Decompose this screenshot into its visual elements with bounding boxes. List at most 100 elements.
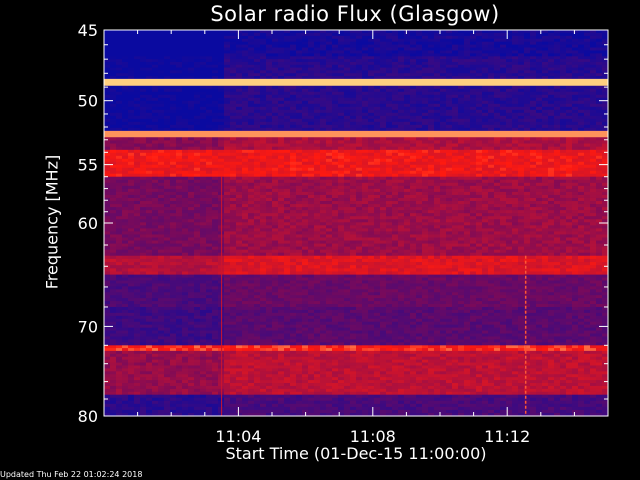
heatmap-cell bbox=[602, 70, 608, 74]
heatmap-cell bbox=[134, 88, 140, 93]
heatmap-cell bbox=[302, 100, 308, 105]
heatmap-cell bbox=[410, 85, 416, 90]
heatmap-cell bbox=[440, 67, 446, 72]
heatmap-cell bbox=[116, 64, 122, 69]
heatmap-cell bbox=[260, 121, 266, 126]
heatmap-cell bbox=[398, 97, 404, 102]
heatmap-cell bbox=[566, 78, 572, 83]
heatmap-cell bbox=[560, 53, 566, 57]
heatmap-cell bbox=[602, 97, 608, 102]
heatmap-cell bbox=[188, 130, 194, 135]
heatmap-cell bbox=[116, 94, 122, 99]
heatmap-cell bbox=[122, 100, 128, 105]
heatmap-cell bbox=[236, 47, 242, 52]
heatmap-cell bbox=[572, 32, 578, 37]
heatmap-cell bbox=[392, 130, 398, 135]
heatmap-cell bbox=[374, 103, 380, 108]
heatmap-cell bbox=[116, 127, 122, 132]
heatmap-cell bbox=[128, 121, 134, 126]
heatmap-cell bbox=[596, 56, 602, 60]
heatmap-cell bbox=[596, 130, 602, 135]
heatmap-cell bbox=[338, 91, 344, 96]
heatmap-cell bbox=[380, 106, 386, 111]
heatmap-cell bbox=[368, 41, 374, 46]
heatmap-cell bbox=[398, 47, 404, 52]
heatmap-cell bbox=[512, 103, 518, 108]
heatmap-cell bbox=[350, 97, 356, 102]
heatmap-cell bbox=[146, 64, 152, 69]
heatmap-cell bbox=[152, 88, 158, 93]
heatmap-cell bbox=[326, 73, 332, 77]
heatmap-cell bbox=[320, 94, 326, 99]
heatmap-cell bbox=[398, 67, 404, 72]
heatmap-cell bbox=[494, 124, 500, 129]
heatmap-cell bbox=[566, 59, 572, 63]
heatmap-cell bbox=[158, 82, 164, 87]
heatmap-cell bbox=[182, 35, 188, 40]
heatmap-cell bbox=[428, 106, 434, 111]
heatmap-cell bbox=[578, 76, 584, 80]
heatmap-cell bbox=[158, 97, 164, 102]
heatmap-cell bbox=[170, 53, 176, 57]
heatmap-cell bbox=[578, 47, 584, 52]
heatmap-cell bbox=[590, 73, 596, 77]
heatmap-cell bbox=[380, 67, 386, 72]
heatmap-cell bbox=[584, 130, 590, 135]
heatmap-cell bbox=[596, 70, 602, 74]
heatmap-cell bbox=[590, 115, 596, 120]
heatmap-cell bbox=[224, 47, 230, 52]
heatmap-cell bbox=[320, 118, 326, 123]
heatmap-cell bbox=[284, 97, 290, 102]
heatmap-cell bbox=[368, 97, 374, 102]
heatmap-cell bbox=[560, 82, 566, 87]
heatmap-cell bbox=[536, 85, 542, 90]
heatmap-cell bbox=[218, 106, 224, 111]
heatmap-cell bbox=[128, 67, 134, 72]
heatmap-cell bbox=[314, 70, 320, 74]
heatmap-cell bbox=[380, 115, 386, 120]
heatmap-cell bbox=[182, 82, 188, 87]
heatmap-cell bbox=[422, 100, 428, 105]
heatmap-cell bbox=[476, 82, 482, 87]
heatmap-cell bbox=[158, 32, 164, 37]
heatmap-cell bbox=[272, 64, 278, 69]
heatmap-cell bbox=[416, 127, 422, 132]
heatmap-cell bbox=[494, 64, 500, 69]
heatmap-cell bbox=[272, 94, 278, 99]
heatmap-cell bbox=[200, 59, 206, 63]
heatmap-cell bbox=[326, 78, 332, 83]
heatmap-cell bbox=[410, 103, 416, 108]
heatmap-cell bbox=[188, 35, 194, 40]
heatmap-cell bbox=[584, 50, 590, 54]
heatmap-cell bbox=[416, 44, 422, 49]
heatmap-cell bbox=[332, 78, 338, 83]
heatmap-cell bbox=[140, 137, 146, 141]
heatmap-cell bbox=[428, 78, 434, 83]
heatmap-cell bbox=[218, 94, 224, 99]
heatmap-cell bbox=[464, 32, 470, 37]
heatmap-cell bbox=[134, 106, 140, 111]
heatmap-cell bbox=[398, 91, 404, 96]
heatmap-cell bbox=[224, 109, 230, 114]
heatmap-cell bbox=[206, 50, 212, 54]
heatmap-cell bbox=[398, 64, 404, 69]
heatmap-cell bbox=[320, 127, 326, 132]
heatmap-cell bbox=[158, 134, 164, 138]
heatmap-cell bbox=[278, 103, 284, 108]
heatmap-cell bbox=[452, 109, 458, 114]
heatmap-cell bbox=[392, 85, 398, 90]
heatmap-cell bbox=[500, 100, 506, 105]
heatmap-cell bbox=[362, 124, 368, 129]
heatmap-cell bbox=[176, 73, 182, 77]
heatmap-cell bbox=[152, 134, 158, 138]
heatmap-cell bbox=[446, 106, 452, 111]
heatmap-cell bbox=[212, 100, 218, 105]
heatmap-cell bbox=[170, 67, 176, 72]
heatmap-cell bbox=[566, 67, 572, 72]
heatmap-cell bbox=[506, 76, 512, 80]
heatmap-cell bbox=[590, 56, 596, 60]
heatmap-cell bbox=[314, 115, 320, 120]
heatmap-cell bbox=[518, 44, 524, 49]
heatmap-cell bbox=[506, 30, 512, 34]
heatmap-cell bbox=[380, 109, 386, 114]
